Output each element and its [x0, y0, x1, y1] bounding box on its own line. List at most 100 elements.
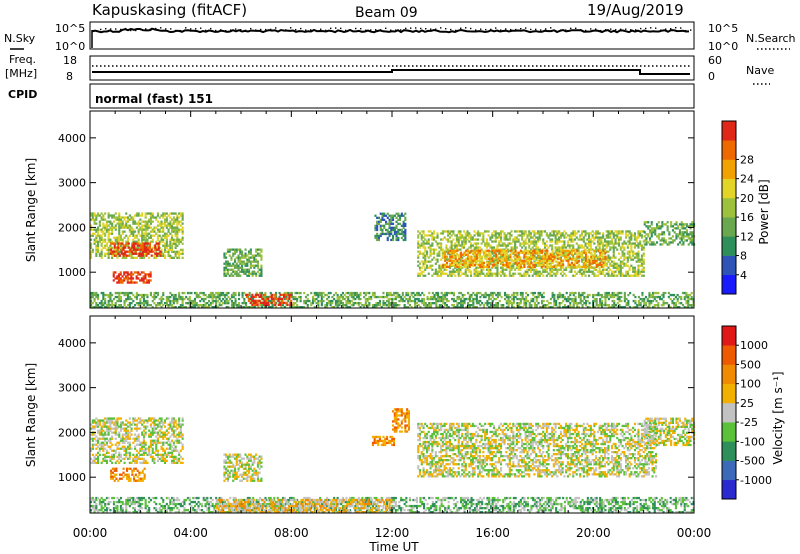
data-cell	[646, 306, 649, 309]
data-cell	[93, 242, 96, 245]
nsearch-point	[425, 28, 427, 30]
data-cell	[124, 244, 127, 247]
data-cell	[93, 291, 96, 295]
data-cell	[609, 246, 612, 249]
data-cell	[171, 234, 174, 237]
data-cell	[363, 306, 366, 309]
data-cell	[643, 299, 646, 303]
data-cell	[612, 250, 615, 253]
data-cell	[521, 238, 524, 241]
data-cell	[621, 230, 624, 233]
data-cell	[431, 234, 434, 237]
data-cell	[574, 248, 577, 251]
data-cell	[105, 244, 108, 247]
data-cell	[595, 302, 598, 305]
data-cell	[525, 255, 528, 258]
data-cell	[505, 268, 508, 271]
data-cell	[538, 270, 541, 273]
data-cell	[598, 238, 601, 241]
data-cell	[132, 220, 135, 223]
data-cell	[151, 246, 154, 249]
data-cell	[442, 263, 445, 266]
data-cell	[244, 262, 247, 265]
data-cell	[132, 216, 135, 219]
data-cell	[144, 230, 147, 233]
data-cell	[350, 304, 353, 307]
data-cell	[155, 248, 158, 251]
data-cell	[525, 249, 528, 252]
data-cell	[473, 242, 476, 245]
data-cell	[424, 238, 427, 241]
data-cell	[450, 246, 453, 249]
data-cell	[364, 302, 367, 305]
data-cell	[556, 268, 559, 271]
data-cell	[228, 262, 231, 265]
data-cell	[193, 299, 196, 303]
nsearch-point	[290, 27, 292, 29]
data-cell	[178, 250, 181, 253]
data-cell	[501, 230, 504, 233]
data-cell	[612, 244, 615, 247]
data-cell	[435, 304, 438, 307]
data-cell	[338, 302, 341, 305]
data-cell	[422, 270, 425, 273]
data-cell	[135, 277, 138, 280]
data-cell	[234, 293, 237, 297]
data-cell	[260, 256, 263, 259]
data-cell	[167, 254, 170, 257]
data-cell	[477, 251, 480, 254]
data-cell	[544, 230, 547, 233]
data-cell	[588, 259, 591, 262]
data-cell	[125, 220, 128, 223]
data-cell	[289, 306, 292, 309]
data-cell	[179, 224, 182, 227]
data-cell	[560, 302, 563, 305]
data-cell	[468, 304, 471, 307]
data-cell	[628, 242, 631, 245]
nsearch-point	[280, 29, 282, 32]
data-cell	[306, 306, 309, 309]
data-cell	[336, 304, 339, 307]
data-cell	[230, 256, 233, 259]
data-cell	[533, 295, 536, 299]
data-cell	[354, 291, 357, 295]
data-cell	[172, 299, 175, 303]
data-cell	[503, 268, 506, 271]
data-cell	[514, 261, 517, 264]
data-cell	[394, 306, 397, 309]
data-cell	[428, 304, 431, 307]
data-cell	[558, 253, 561, 256]
data-cell	[235, 262, 238, 265]
data-cell	[327, 299, 330, 303]
data-cell	[111, 256, 114, 259]
data-cell	[114, 291, 117, 295]
data-cell	[331, 295, 334, 299]
data-cell	[548, 265, 551, 268]
data-cell	[535, 299, 538, 303]
nsearch-point	[630, 29, 632, 31]
data-cell	[451, 263, 454, 266]
data-cell	[388, 214, 391, 217]
data-cell	[209, 293, 212, 297]
data-cell	[178, 216, 181, 219]
data-cell	[104, 228, 107, 231]
data-cell	[509, 255, 512, 258]
data-cell	[616, 274, 619, 277]
data-cell	[159, 252, 162, 255]
data-cell	[595, 299, 598, 303]
data-cell	[518, 261, 521, 264]
data-cell	[334, 299, 337, 303]
data-cell	[128, 218, 131, 221]
data-cell	[174, 244, 177, 247]
data-cell	[138, 252, 141, 255]
data-cell	[135, 212, 138, 215]
data-cell	[402, 234, 405, 238]
nsearch-point	[665, 28, 667, 30]
data-cell	[139, 279, 142, 282]
data-cell	[350, 291, 353, 295]
data-cell	[388, 220, 391, 223]
freq-panel: Freq. [MHz] 18 8 60 0 Nave	[5, 53, 774, 85]
data-cell	[414, 297, 417, 301]
data-cell	[243, 299, 246, 303]
data-cell	[491, 240, 494, 243]
